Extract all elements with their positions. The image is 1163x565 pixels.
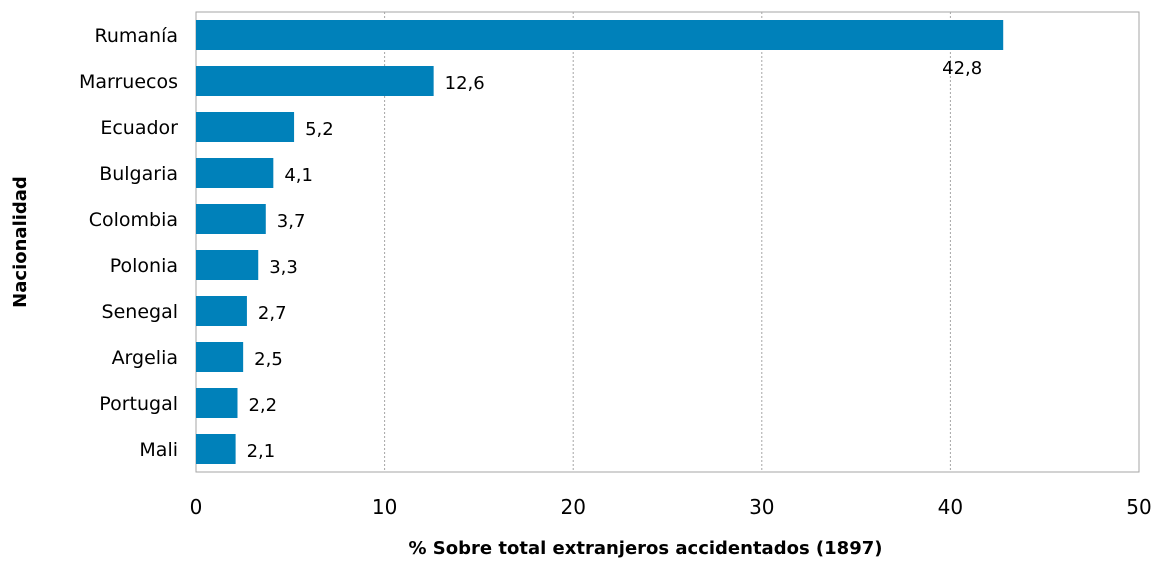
x-tick-label: 10 — [372, 495, 397, 519]
x-axis-title: % Sobre total extranjeros accidentados (… — [409, 538, 883, 559]
bar — [196, 204, 266, 234]
bar — [196, 112, 295, 142]
data-label: 2,1 — [247, 441, 276, 462]
x-tick-label: 50 — [1126, 495, 1151, 519]
plot-area-frame — [195, 11, 1140, 473]
category-label: Bulgaria — [99, 163, 178, 185]
bar — [196, 388, 238, 418]
category-label: Argelia — [112, 347, 178, 369]
x-tick-label: 40 — [938, 495, 963, 519]
data-label: 4,1 — [284, 165, 313, 186]
data-label: 2,5 — [254, 349, 283, 370]
data-label: 2,2 — [248, 395, 277, 416]
x-tick-label: 0 — [190, 495, 203, 519]
category-label: Colombia — [89, 209, 178, 231]
bar — [196, 250, 259, 280]
data-label: 3,3 — [269, 257, 298, 278]
category-label: Marruecos — [79, 71, 178, 93]
bar — [196, 158, 274, 188]
category-label: Mali — [139, 439, 178, 461]
category-labels: Rumanía Marruecos Ecuador Bulgaria Colombia P… — [79, 25, 178, 461]
bar — [196, 66, 434, 96]
data-label: 5,2 — [305, 119, 334, 140]
bar — [196, 434, 236, 464]
x-tick-label: 30 — [749, 495, 774, 519]
x-tick-label: 20 — [560, 495, 585, 519]
bar — [196, 20, 1004, 50]
y-axis-title: Nacionalidad — [10, 176, 31, 308]
data-label: 12,6 — [445, 73, 485, 94]
data-label: 2,7 — [258, 303, 287, 324]
category-label: Ecuador — [100, 117, 178, 139]
data-label: 42,8 — [942, 58, 982, 79]
bar — [196, 342, 244, 372]
category-label: Portugal — [99, 393, 178, 415]
value-labels: 42,8 12,6 5,2 4,1 3,7 3,3 2,7 2,5 2,2 2,1 — [247, 58, 983, 462]
bar — [196, 296, 247, 326]
category-label: Senegal — [102, 301, 178, 323]
x-axis-ticks: 0 10 20 30 40 50 — [190, 495, 1152, 519]
data-label: 3,7 — [277, 211, 306, 232]
category-label: Polonia — [110, 255, 178, 277]
bars — [196, 20, 1004, 464]
category-label: Rumanía — [94, 25, 178, 47]
